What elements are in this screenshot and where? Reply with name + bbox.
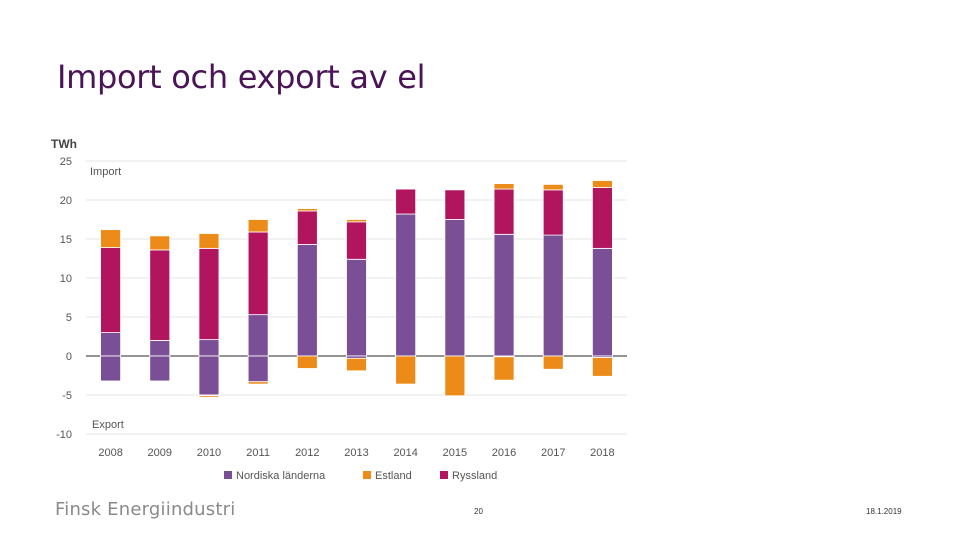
y-axis-ticks: 25 20 15 10 5 0 -5 -10 — [56, 156, 72, 441]
bar-import-nordiska-landerna-2014 — [395, 213, 417, 357]
import-annotation: Import — [90, 166, 121, 178]
bar-import-ryssland-2015 — [444, 189, 466, 220]
y-tick-label: 10 — [60, 273, 72, 285]
x-tick-label: 2011 — [246, 447, 270, 459]
export-annotation: Export — [92, 419, 124, 431]
bar-import-nordiska-landerna-2017 — [542, 234, 564, 357]
x-tick-label: 2016 — [492, 447, 516, 459]
y-tick-label: 15 — [60, 234, 72, 246]
x-tick-label: 2009 — [148, 447, 172, 459]
bar-import-nordiska-landerna-2013 — [346, 258, 367, 357]
bar-export-estland-2017 — [542, 355, 564, 370]
y-tick-label: -5 — [62, 390, 72, 402]
legend-swatch-estland — [363, 471, 371, 479]
footer-date: 18.1.2019 — [866, 507, 902, 516]
bar-import-nordiska-landerna-2016 — [493, 233, 515, 357]
bar-import-nordiska-landerna-2008 — [100, 332, 121, 357]
x-tick-label: 2008 — [98, 447, 122, 459]
legend-swatch-nordiska-landerna — [224, 471, 232, 479]
legend-label-ryssland: Ryssland — [452, 470, 497, 482]
bar-import-nordiska-landerna-2011 — [247, 314, 269, 357]
bar-import-nordiska-landerna-2018 — [592, 247, 613, 357]
bar-import-estland-2018 — [592, 180, 613, 188]
bar-import-ryssland-2016 — [493, 188, 515, 235]
x-axis-ticks: 2008 2009 2010 2011 2012 2013 2014 2015 2016 2017… — [98, 447, 614, 459]
bar-export-estland-2010 — [198, 395, 220, 398]
bar-export-estland-2011 — [247, 381, 269, 385]
bar-export-estland-2013 — [346, 357, 367, 372]
x-tick-label: 2017 — [541, 447, 565, 459]
page-number: 20 — [474, 507, 483, 516]
x-tick-label: 2013 — [344, 447, 368, 459]
bar-import-estland-2016 — [493, 183, 515, 190]
bar-import-nordiska-landerna-2012 — [296, 244, 318, 357]
x-tick-label: 2018 — [590, 447, 614, 459]
bar-import-estland-2008 — [100, 229, 121, 248]
x-tick-label: 2015 — [443, 447, 467, 459]
bar-import-ryssland-2017 — [542, 189, 564, 236]
footer-brand-logo: Finsk Energiindustri — [55, 499, 236, 520]
bar-export-estland-2018 — [592, 357, 613, 377]
y-tick-label: 0 — [66, 351, 72, 363]
y-tick-label: -10 — [56, 429, 72, 441]
legend: Nordiska länderna Estland Ryssland — [224, 470, 497, 482]
bar-import-ryssland-2009 — [149, 249, 171, 341]
bar-export-nordiska-landerna-2008 — [100, 355, 121, 382]
bar-import-ryssland-2013 — [346, 221, 367, 260]
y-tick-label: 20 — [60, 195, 72, 207]
bar-import-estland-2017 — [542, 183, 564, 191]
y-tick-label: 5 — [66, 312, 72, 324]
bar-export-estland-2016 — [493, 356, 515, 381]
bar-export-nordiska-landerna-2010 — [198, 355, 220, 396]
bar-import-ryssland-2008 — [100, 247, 121, 333]
x-tick-label: 2012 — [295, 447, 319, 459]
bar-import-estland-2012 — [296, 208, 318, 212]
bar-import-ryssland-2014 — [395, 188, 417, 215]
bar-export-nordiska-landerna-2011 — [247, 355, 269, 383]
bar-import-estland-2010 — [198, 233, 220, 249]
x-tick-label: 2014 — [393, 447, 417, 459]
x-tick-label: 2010 — [197, 447, 221, 459]
bar-export-estland-2012 — [296, 355, 318, 369]
legend-label-estland: Estland — [375, 470, 412, 482]
y-tick-label: 25 — [60, 156, 72, 168]
bar-import-nordiska-landerna-2010 — [198, 339, 220, 357]
bar-import-estland-2011 — [247, 219, 269, 233]
bar-import-ryssland-2018 — [592, 187, 613, 249]
bar-import-ryssland-2011 — [247, 231, 269, 316]
legend-label-nordiska-landerna: Nordiska länderna — [236, 470, 326, 482]
slide-title: Import och export av el — [57, 58, 426, 96]
bar-export-estland-2014 — [395, 355, 417, 385]
y-axis-unit-label: TWh — [51, 137, 77, 151]
bar-import-ryssland-2010 — [198, 247, 220, 341]
bar-import-estland-2013 — [346, 219, 367, 223]
bar-import-estland-2009 — [149, 235, 171, 251]
bar-import-nordiska-landerna-2015 — [444, 219, 466, 357]
bar-export-estland-2015 — [444, 355, 466, 397]
bar-import-nordiska-landerna-2009 — [149, 339, 171, 357]
bars — [100, 180, 613, 398]
bar-import-ryssland-2012 — [296, 210, 318, 245]
legend-swatch-ryssland — [440, 471, 448, 479]
bar-export-nordiska-landerna-2009 — [149, 355, 171, 382]
